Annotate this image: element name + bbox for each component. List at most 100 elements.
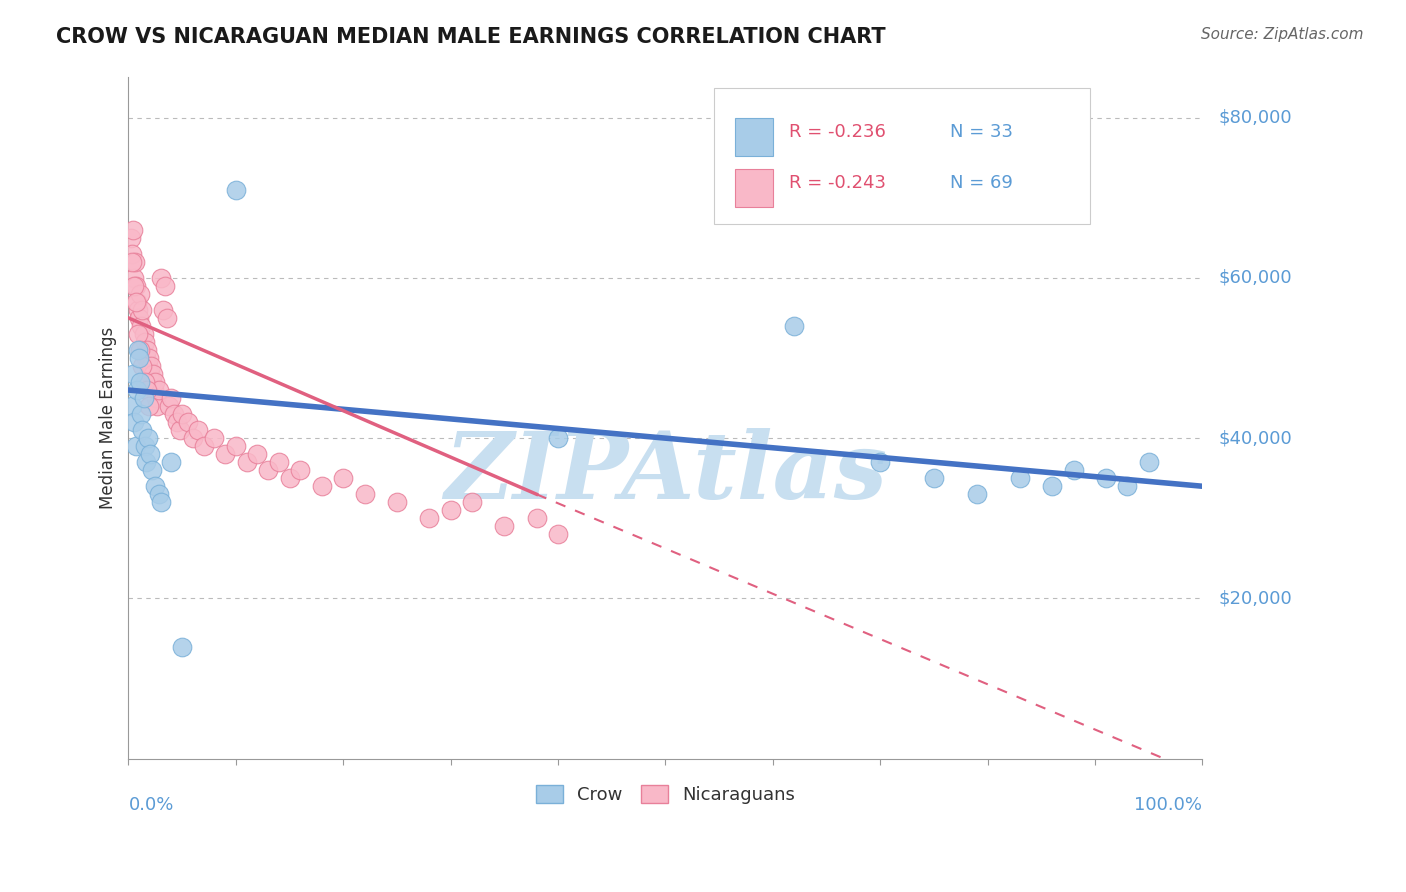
Point <box>129 286 152 301</box>
Point <box>145 391 167 405</box>
Point <box>121 399 143 413</box>
Point <box>121 255 143 269</box>
Text: ZIPAtlas: ZIPAtlas <box>444 427 887 517</box>
Point <box>131 423 153 437</box>
Point <box>143 479 166 493</box>
Point <box>869 455 891 469</box>
Point <box>547 527 569 541</box>
Y-axis label: Median Male Earnings: Median Male Earnings <box>100 327 117 509</box>
Point <box>187 423 209 437</box>
Point <box>922 471 945 485</box>
Text: Source: ZipAtlas.com: Source: ZipAtlas.com <box>1201 27 1364 42</box>
Point <box>138 399 160 413</box>
Point <box>1137 455 1160 469</box>
Point <box>125 383 148 397</box>
Point <box>127 326 149 341</box>
Point <box>156 310 179 325</box>
Point <box>125 294 148 309</box>
Point <box>143 383 166 397</box>
Point <box>132 391 155 405</box>
Point <box>172 640 194 654</box>
Point <box>193 439 215 453</box>
Point <box>121 247 143 261</box>
Point <box>153 278 176 293</box>
Point <box>143 375 166 389</box>
Point <box>120 231 142 245</box>
Point <box>181 431 204 445</box>
Point <box>121 367 143 381</box>
Text: R = -0.243: R = -0.243 <box>789 174 886 192</box>
Point <box>142 367 165 381</box>
Point <box>290 463 312 477</box>
Point <box>122 278 145 293</box>
Point <box>124 255 146 269</box>
Point <box>148 487 170 501</box>
Point <box>134 375 156 389</box>
Point <box>135 351 157 365</box>
Point <box>141 375 163 389</box>
Point <box>160 455 183 469</box>
Text: $40,000: $40,000 <box>1219 429 1292 447</box>
Point <box>235 455 257 469</box>
Point <box>125 278 148 293</box>
Point <box>418 511 440 525</box>
Point <box>160 391 183 405</box>
Point <box>134 439 156 453</box>
Point <box>138 351 160 365</box>
Point <box>267 455 290 469</box>
Point <box>166 415 188 429</box>
Point <box>1095 471 1118 485</box>
Point <box>139 359 162 373</box>
Point <box>966 487 988 501</box>
Point <box>121 223 143 237</box>
Point <box>131 359 153 373</box>
Legend: Crow, Nicaraguans: Crow, Nicaraguans <box>529 777 803 811</box>
Point <box>332 471 354 485</box>
Point <box>176 415 198 429</box>
Point <box>169 423 191 437</box>
Point <box>257 463 280 477</box>
Point <box>129 375 152 389</box>
Point <box>225 439 247 453</box>
Point <box>526 511 548 525</box>
Point <box>225 183 247 197</box>
Point <box>461 495 484 509</box>
Point <box>128 351 150 365</box>
Text: 0.0%: 0.0% <box>128 797 174 814</box>
Point <box>125 439 148 453</box>
Point <box>385 495 408 509</box>
Point <box>202 431 225 445</box>
FancyBboxPatch shape <box>735 169 773 207</box>
Point <box>353 487 375 501</box>
FancyBboxPatch shape <box>714 87 1090 224</box>
Text: R = -0.236: R = -0.236 <box>789 123 886 141</box>
Text: CROW VS NICARAGUAN MEDIAN MALE EARNINGS CORRELATION CHART: CROW VS NICARAGUAN MEDIAN MALE EARNINGS … <box>56 27 886 46</box>
Point <box>132 326 155 341</box>
Point <box>214 447 236 461</box>
Point <box>278 471 301 485</box>
Point <box>148 383 170 397</box>
Point <box>1040 479 1063 493</box>
Point <box>134 334 156 349</box>
FancyBboxPatch shape <box>735 118 773 156</box>
Point <box>1116 479 1139 493</box>
Point <box>139 447 162 461</box>
Point <box>125 294 148 309</box>
Point <box>162 407 184 421</box>
Point <box>172 407 194 421</box>
Point <box>440 503 463 517</box>
Point <box>494 519 516 533</box>
Point <box>783 318 806 333</box>
Point <box>129 343 152 357</box>
Point <box>1008 471 1031 485</box>
Point <box>1063 463 1085 477</box>
Point <box>135 383 157 397</box>
Text: N = 69: N = 69 <box>950 174 1012 192</box>
Point <box>131 318 153 333</box>
Point <box>141 463 163 477</box>
Point <box>127 302 149 317</box>
Text: $80,000: $80,000 <box>1219 109 1292 127</box>
Point <box>128 310 150 325</box>
Point <box>122 415 145 429</box>
Text: $60,000: $60,000 <box>1219 268 1292 287</box>
